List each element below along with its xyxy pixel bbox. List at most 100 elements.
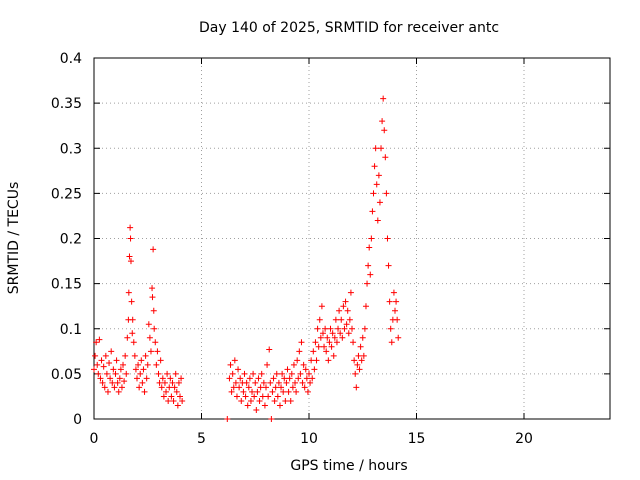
data-point: [127, 235, 134, 242]
data-point: [298, 339, 305, 346]
data-point: [253, 406, 260, 413]
plot-area: [94, 58, 610, 419]
data-point: [150, 307, 157, 314]
data-point: [328, 343, 335, 350]
data-point: [362, 303, 369, 310]
data-point: [366, 244, 373, 251]
y-tick-label: 0.1: [60, 322, 82, 338]
data-point: [372, 145, 379, 152]
data-point: [149, 294, 156, 301]
data-point: [273, 370, 280, 377]
data-point: [252, 379, 259, 386]
data-point: [278, 384, 285, 391]
data-point: [287, 397, 294, 404]
data-point: [393, 298, 400, 305]
data-point: [350, 339, 357, 346]
data-point: [392, 307, 398, 314]
data-point: [383, 190, 390, 197]
data-point: [145, 321, 152, 328]
data-point: [138, 357, 145, 364]
data-point: [379, 118, 386, 125]
data-point: [112, 370, 119, 377]
data-point: [275, 379, 282, 386]
data-point: [263, 384, 269, 391]
data-point: [118, 384, 125, 391]
data-point: [169, 379, 176, 386]
data-point: [155, 370, 162, 377]
data-point: [326, 339, 333, 346]
data-point: [125, 289, 132, 296]
data-point: [175, 379, 182, 386]
data-point: [122, 352, 129, 359]
data-point: [283, 379, 290, 386]
data-point: [111, 384, 118, 391]
data-point: [244, 402, 251, 409]
y-axis-ticks: 0 0.05 0.1 0.15 0.2 0.25 0.3 0.35 0.4: [51, 51, 610, 428]
data-point: [101, 384, 108, 391]
data-point: [355, 352, 362, 359]
data-point: [289, 384, 296, 391]
data-point: [325, 357, 332, 364]
data-point: [357, 343, 364, 350]
data-point: [387, 325, 394, 332]
data-point: [97, 375, 104, 382]
data-point: [356, 366, 363, 373]
y-tick-label: 0: [73, 412, 82, 428]
data-point: [153, 361, 160, 368]
data-point: [266, 346, 273, 353]
grid-lines: [94, 58, 610, 419]
data-point: [120, 361, 127, 368]
data-point: [257, 384, 264, 391]
data-point: [354, 361, 361, 368]
data-point: [238, 397, 245, 404]
data-point: [281, 375, 288, 382]
data-point: [256, 397, 263, 404]
data-point: [106, 360, 113, 367]
data-point: [178, 375, 185, 382]
y-tick-label: 0.05: [51, 367, 82, 383]
data-point: [302, 366, 309, 373]
data-point: [373, 181, 380, 188]
data-point: [168, 393, 175, 400]
data-point: [331, 334, 338, 341]
data-point: [230, 384, 237, 391]
data-point: [338, 316, 345, 323]
data-point: [117, 366, 124, 373]
data-point: [280, 388, 287, 395]
data-point: [249, 388, 256, 395]
data-point: [164, 370, 171, 377]
data-point: [232, 379, 239, 386]
data-point: [123, 370, 130, 377]
data-point: [95, 370, 102, 377]
data-point: [102, 352, 109, 359]
data-point: [158, 384, 165, 391]
data-point: [384, 235, 391, 242]
data-point: [159, 375, 166, 382]
data-point: [224, 416, 231, 422]
data-point: [114, 379, 121, 386]
x-tick-label: 20: [515, 431, 533, 447]
data-point: [107, 375, 114, 382]
y-tick-label: 0.15: [51, 277, 82, 293]
data-point: [312, 339, 319, 346]
data-point: [233, 393, 240, 400]
data-point: [293, 388, 300, 395]
data-point: [258, 370, 265, 377]
data-point: [375, 172, 382, 179]
data-point: [251, 393, 258, 400]
data-point: [261, 402, 268, 409]
data-point: [143, 375, 150, 382]
data-point: [318, 303, 325, 310]
data-point: [374, 217, 381, 224]
data-point: [270, 375, 277, 382]
data-point: [385, 262, 392, 269]
data-point: [113, 357, 120, 364]
data-point: [94, 361, 101, 368]
x-tick-label: 5: [197, 431, 206, 447]
data-point: [163, 388, 170, 395]
data-point: [365, 262, 372, 269]
data-point: [299, 379, 306, 386]
data-point: [156, 379, 163, 386]
data-point: [381, 127, 388, 134]
